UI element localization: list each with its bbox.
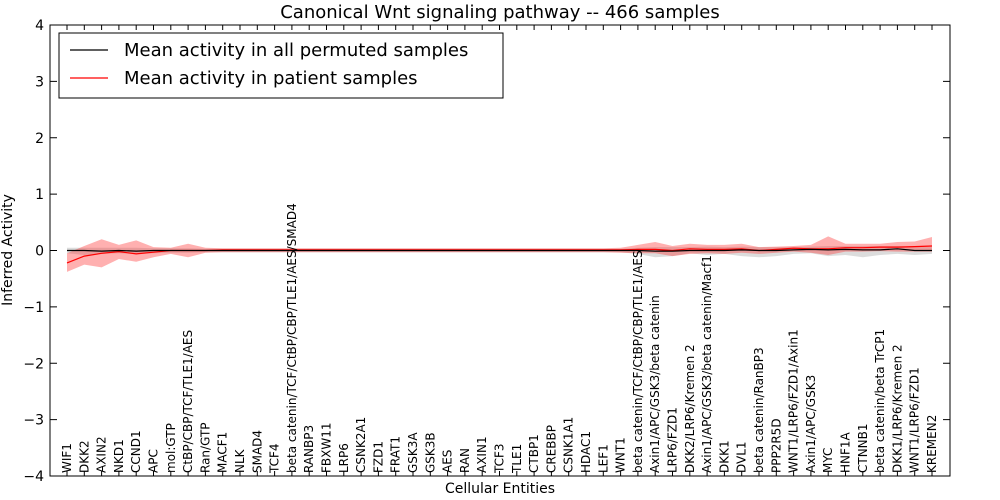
y-axis-label: Inferred Activity bbox=[0, 194, 16, 306]
x-tick-label: WNT1 bbox=[614, 437, 628, 473]
x-tick-label: LRP6/FZD1 bbox=[666, 407, 680, 473]
x-tick-label: WNT1/LRP6/FZD1 bbox=[908, 367, 922, 473]
x-tick-label: Axin1/APC/GSK3 bbox=[804, 375, 818, 473]
x-tick-label: mol:GTP bbox=[164, 423, 178, 473]
x-tick-label: Axin1/APC/GSK3/beta catenin bbox=[648, 295, 662, 473]
x-axis-label: Cellular Entities bbox=[445, 481, 555, 497]
y-tick-label: 1 bbox=[35, 187, 44, 203]
x-tick-label: GSK3A bbox=[406, 432, 420, 473]
x-tick-label: CTBP1 bbox=[527, 434, 541, 473]
x-tick-label: beta catenin/TCF/CtBP/CBP/TLE1/AES/SMAD4 bbox=[285, 203, 299, 473]
legend-label-permuted: Mean activity in all permuted samples bbox=[124, 40, 468, 61]
x-tick-label: TCF4 bbox=[268, 443, 282, 474]
y-tick-label: 3 bbox=[35, 74, 44, 90]
x-tick-label: beta catenin/RanBP3 bbox=[752, 347, 766, 473]
y-tick-label: −1 bbox=[23, 300, 44, 316]
y-tick-label: 2 bbox=[35, 131, 44, 147]
x-tick-label: DVL1 bbox=[735, 441, 749, 473]
x-tick-label: KREMEN2 bbox=[925, 415, 939, 473]
legend-box bbox=[58, 32, 504, 99]
x-tick-label: WIF1 bbox=[60, 443, 74, 473]
y-tick-label: 4 bbox=[35, 18, 44, 34]
x-tick-label: DKK1/LRP6/Kremen 2 bbox=[890, 344, 904, 473]
y-tick-label: −2 bbox=[23, 356, 44, 372]
x-tick-label: TLE1 bbox=[510, 444, 524, 474]
x-tick-label: beta catenin/beta TrCP1 bbox=[873, 329, 887, 473]
x-tick-label: DKK2/LRP6/Kremen 2 bbox=[683, 344, 697, 473]
x-tick-label: FRAT1 bbox=[389, 436, 403, 473]
x-tick-label: GSK3B bbox=[423, 432, 437, 473]
y-tick-label: 0 bbox=[35, 244, 44, 260]
x-axis: WIF1 DKK2 AXIN2 NKD1 CCND1 APC mol:GTP CtBP/CBP… bbox=[60, 25, 939, 476]
x-tick-label: WNT1/LRP6/FZD1/Axin1 bbox=[787, 329, 801, 473]
series-lines bbox=[66, 245, 933, 264]
series-line-permuted bbox=[67, 248, 932, 252]
legend-label-patient: Mean activity in patient samples bbox=[124, 68, 418, 89]
x-tick-label: LEF1 bbox=[596, 444, 610, 473]
x-tick-label: Axin1/APC/GSK3/beta catenin/Macf1 bbox=[700, 255, 714, 473]
x-tick-label: AES bbox=[441, 450, 455, 473]
x-tick-label: SMAD4 bbox=[250, 430, 264, 473]
x-tick-label: FBXW11 bbox=[320, 423, 334, 474]
x-tick-label: FZD1 bbox=[371, 441, 385, 473]
x-tick-label: NLK bbox=[233, 448, 247, 473]
plot-area: −4 −3 −2 −1 0 1 2 3 4 WIF1 DKK2 AXIN2 NKD1 CCND1 APC m… bbox=[23, 18, 951, 485]
x-tick-label: DKK1 bbox=[717, 440, 731, 473]
x-tick-label: CCND1 bbox=[129, 430, 143, 473]
x-tick-label: CTNNB1 bbox=[856, 423, 870, 473]
x-tick-label: CtBP/CBP/TCF/TLE1/AES bbox=[181, 330, 195, 473]
band-patient bbox=[67, 236, 932, 272]
x-tick-label: beta catenin/TCF/CtBP/CBP/TLE1/AES bbox=[631, 250, 645, 473]
x-tick-label: LRP6 bbox=[337, 443, 351, 473]
x-tick-label: DKK2 bbox=[77, 440, 91, 473]
x-tick-label: APC bbox=[147, 449, 161, 473]
confidence-bands bbox=[67, 236, 932, 272]
x-tick-label: CSNK2A1 bbox=[354, 417, 368, 473]
x-tick-label: PPP2R5D bbox=[769, 418, 783, 473]
y-tick-label: −3 bbox=[23, 413, 44, 429]
chart-title: Canonical Wnt signaling pathway -- 466 s… bbox=[280, 2, 720, 23]
x-tick-label: AXIN2 bbox=[95, 436, 109, 473]
x-tick-label: HDAC1 bbox=[579, 431, 593, 473]
legend: Mean activity in all permuted samples Me… bbox=[58, 32, 504, 99]
x-tick-label: TCF3 bbox=[493, 443, 507, 474]
x-tick-label: RAN bbox=[458, 448, 472, 473]
x-tick-label: Ran/GTP bbox=[198, 422, 212, 473]
x-tick-label: CSNK1A1 bbox=[562, 417, 576, 473]
x-tick-label: NKD1 bbox=[112, 439, 126, 473]
x-tick-label: MACF1 bbox=[216, 432, 230, 473]
x-tick-label: CREBBP bbox=[544, 425, 558, 473]
y-tick-label: −4 bbox=[23, 469, 44, 485]
x-tick-label: MYC bbox=[821, 448, 835, 473]
y-axis: −4 −3 −2 −1 0 1 2 3 4 bbox=[23, 18, 950, 485]
x-tick-label: AXIN1 bbox=[475, 436, 489, 473]
x-tick-label: HNF1A bbox=[839, 431, 853, 473]
x-tick-label: RANBP3 bbox=[302, 425, 316, 473]
